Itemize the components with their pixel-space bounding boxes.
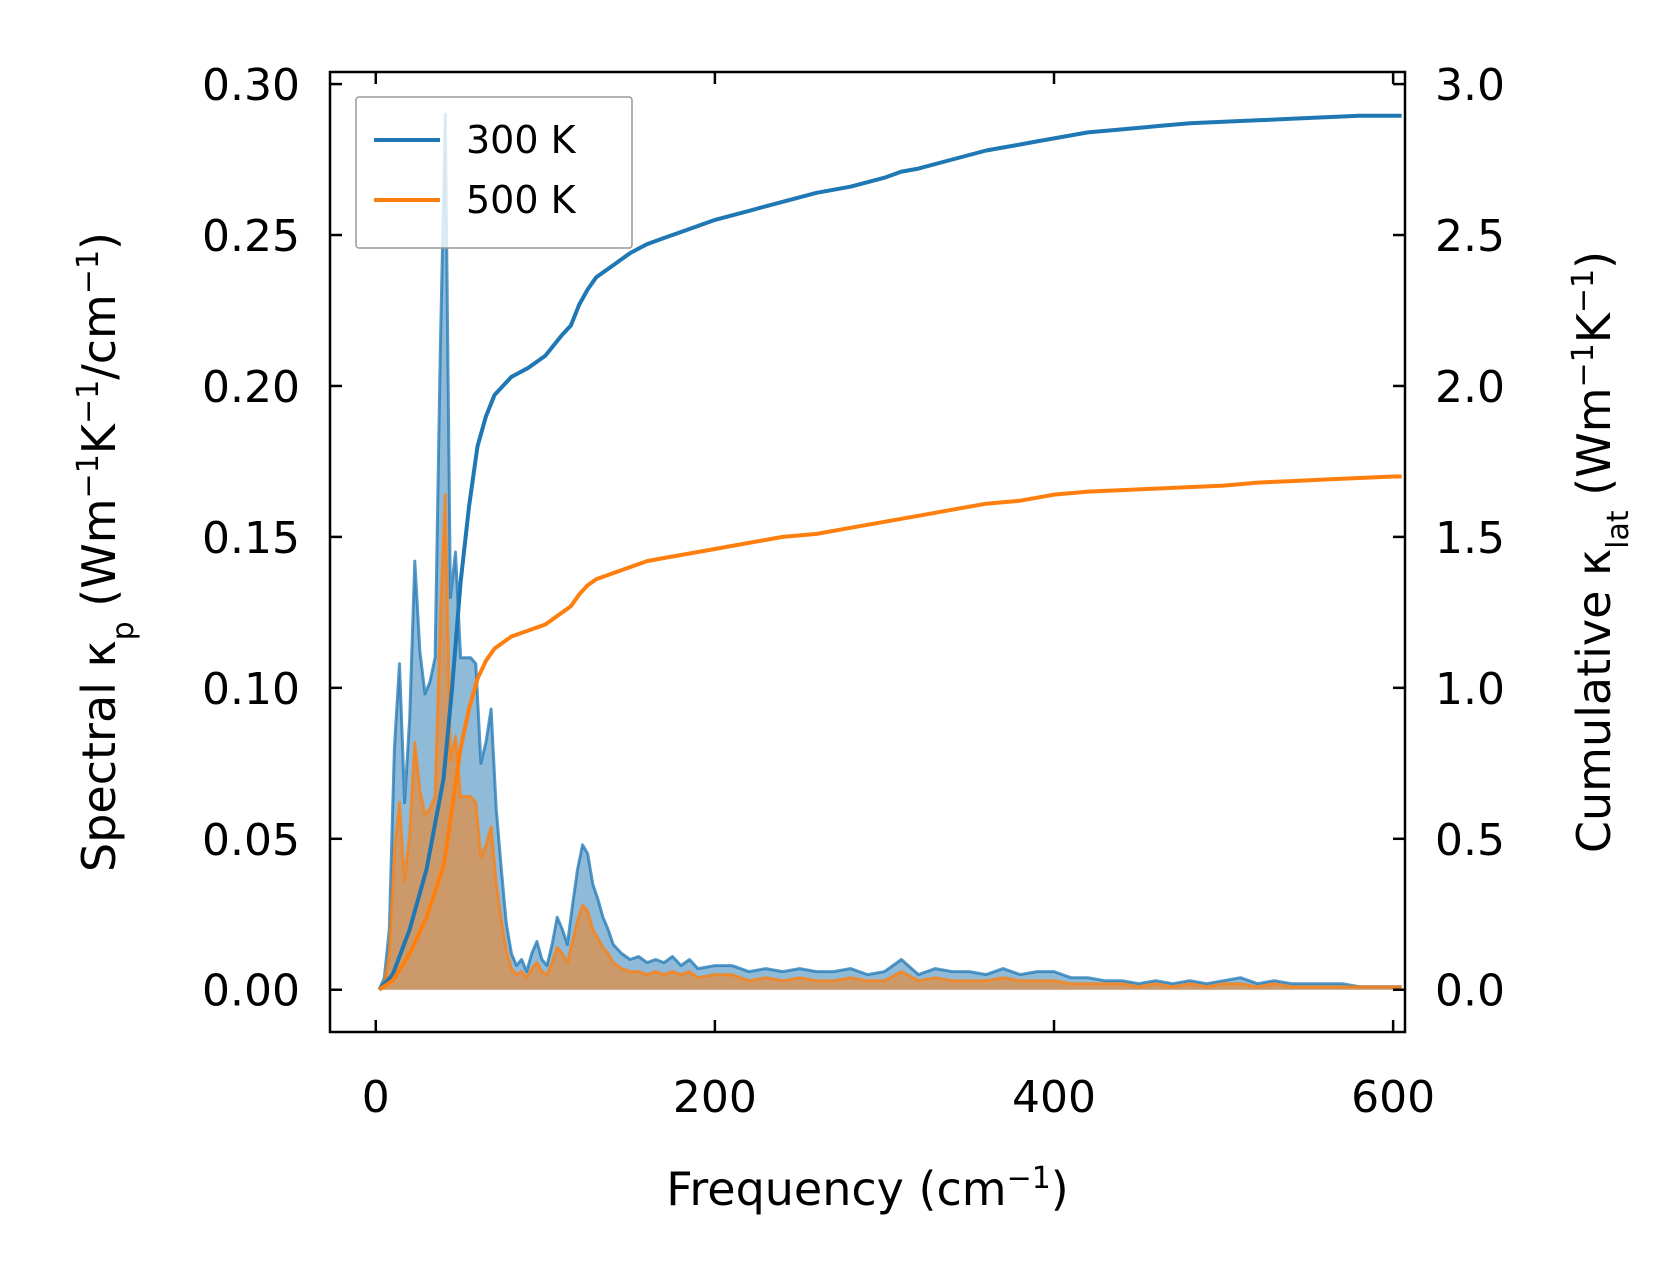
y-tick-left-label: 0.05 [202, 815, 300, 866]
y-tick-right-label: 0.5 [1435, 815, 1505, 866]
spectral-line-300k [377, 112, 1402, 991]
y-axis-left-label: Spectral κp (Wm−1K−1/cm−1) [71, 232, 141, 872]
ticks-layer: 0 200 400 600 0.00 0.05 0.10 0.15 0.20 0.25 0.30 0.… [202, 60, 1505, 1123]
y-tick-right-label: 3.0 [1435, 60, 1505, 111]
x-tick-label: 200 [673, 1072, 757, 1123]
y-tick-right-label: 1.5 [1435, 513, 1505, 564]
y-tick-left-label: 0.10 [202, 664, 300, 715]
y-tick-left-label: 0.25 [202, 211, 300, 262]
cumulative-line-500k [378, 474, 1402, 992]
x-tick-label: 0 [362, 1072, 390, 1123]
legend: 300 K 500 K [355, 96, 633, 249]
legend-label-300k: 300 K [466, 118, 577, 162]
plot-layer [377, 112, 1402, 992]
x-tick-label: 400 [1012, 1072, 1096, 1123]
legend-label-500k: 500 K [466, 178, 577, 222]
cumulative-line-300k [377, 113, 1402, 992]
y-axis-right-label: Cumulative κlat (Wm−1K−1) [1566, 251, 1636, 853]
x-tick-label: 600 [1351, 1072, 1435, 1123]
spectral-area-500k [379, 494, 1402, 990]
y-tick-left-label: 0.15 [202, 513, 300, 564]
y-tick-right-label: 2.0 [1435, 362, 1505, 413]
y-tick-left-label: 0.20 [202, 362, 300, 413]
axes-frame [328, 70, 1407, 1034]
legend-box [355, 96, 633, 249]
y-tick-right-label: 2.5 [1435, 211, 1505, 262]
y-tick-left-label: 0.00 [202, 966, 300, 1017]
spectral-line-500k [378, 493, 1402, 991]
y-tick-left-label: 0.30 [202, 60, 300, 111]
y-tick-right-label: 0.0 [1435, 966, 1505, 1017]
x-axis-label: Frequency (cm−1) [666, 1161, 1069, 1217]
y-tick-right-label: 1.0 [1435, 664, 1505, 715]
plot-clip-group [377, 112, 1402, 992]
